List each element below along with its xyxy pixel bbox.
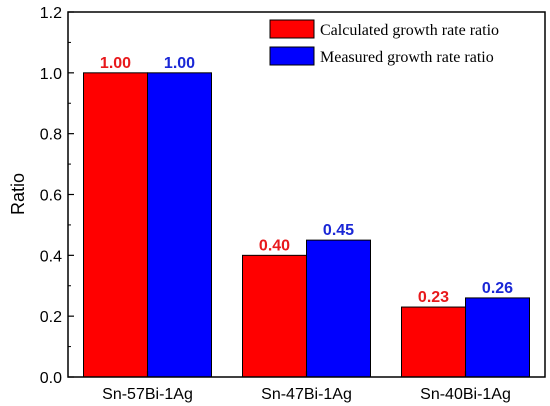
y-tick-label: 0.4 bbox=[40, 248, 62, 265]
y-tick-label: 0.0 bbox=[40, 370, 62, 387]
bar-calculated bbox=[242, 254, 307, 378]
x-tick-label: Sn-57Bi-1Ag bbox=[102, 386, 193, 403]
y-tick-label: 1.0 bbox=[40, 66, 62, 83]
bar-measured bbox=[306, 239, 371, 378]
bar-value-label: 0.26 bbox=[482, 280, 513, 297]
bar-value-label: 1.00 bbox=[164, 55, 195, 72]
data-labels-layer: 1.00 1.00 0.40 0.45 0.23 0.26 bbox=[100, 55, 513, 306]
bar-value-label: 0.23 bbox=[418, 289, 449, 306]
bar-value-label: 0.45 bbox=[323, 222, 354, 239]
y-tick-label: 0.6 bbox=[40, 188, 62, 205]
y-axis: 0.0 0.2 0.4 0.6 0.8 1.0 1.2 bbox=[40, 5, 74, 387]
y-axis-title: Ratio bbox=[8, 173, 28, 215]
legend-swatch-measured bbox=[269, 46, 315, 66]
legend-label-calculated: Calculated growth rate ratio bbox=[320, 22, 499, 39]
bar-calculated bbox=[83, 72, 148, 378]
legend-label-measured: Measured growth rate ratio bbox=[320, 49, 494, 66]
x-tick-label: Sn-40Bi-1Ag bbox=[420, 386, 511, 403]
bar-measured bbox=[465, 297, 530, 378]
y-tick-label: 0.8 bbox=[40, 127, 62, 144]
legend: Calculated growth rate ratio Measured gr… bbox=[269, 19, 499, 66]
y-tick-label: 0.2 bbox=[40, 309, 62, 326]
bar-value-label: 1.00 bbox=[100, 55, 131, 72]
x-tick-label: Sn-47Bi-1Ag bbox=[261, 386, 352, 403]
x-axis: Sn-57Bi-1Ag Sn-47Bi-1Ag Sn-40Bi-1Ag bbox=[102, 371, 511, 403]
bars-layer bbox=[83, 72, 530, 378]
bar-calculated bbox=[401, 306, 466, 378]
bar-value-label: 0.40 bbox=[259, 237, 290, 254]
bar-measured bbox=[147, 72, 212, 378]
y-tick-label: 1.2 bbox=[40, 5, 62, 22]
legend-swatch-calculated bbox=[269, 19, 315, 39]
